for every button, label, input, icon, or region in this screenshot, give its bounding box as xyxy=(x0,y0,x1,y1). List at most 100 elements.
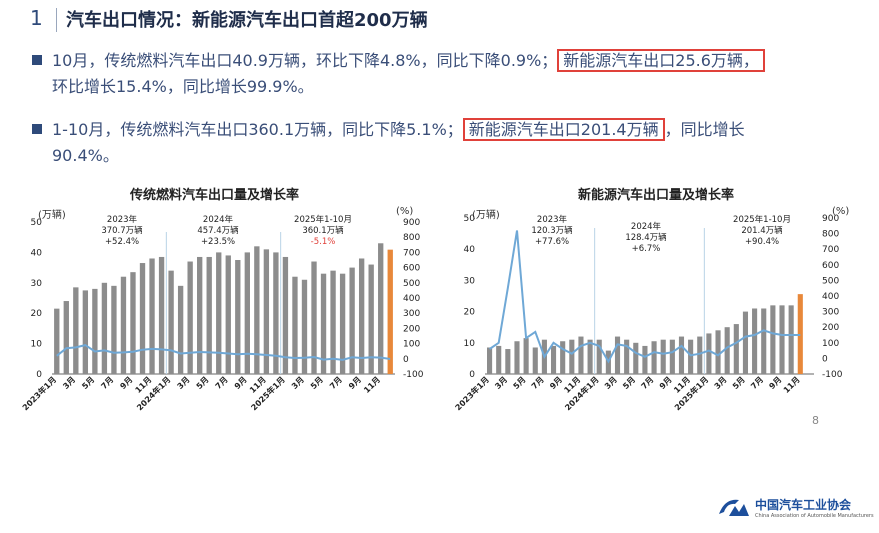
bar xyxy=(292,276,298,374)
period-annotation: 2023年 xyxy=(537,214,568,225)
bar xyxy=(282,256,289,374)
bar xyxy=(320,273,327,374)
period-annotation: 201.4万辆 xyxy=(741,225,783,236)
y2-tick-label: 700 xyxy=(403,248,420,258)
bar xyxy=(187,261,193,374)
x-tick-label: 7月 xyxy=(99,375,115,391)
x-tick-label: 7月 xyxy=(640,375,656,391)
bar xyxy=(578,336,584,374)
x-tick-label: 9月 xyxy=(233,375,249,391)
y-tick-label: 10 xyxy=(464,339,476,349)
bullet-2-post: ，同比增长 xyxy=(664,120,745,139)
bar xyxy=(514,341,520,374)
logo-text: 中国汽车工业协会 xyxy=(755,498,852,512)
bar xyxy=(197,256,203,374)
x-tick-label: 3月 xyxy=(61,375,77,391)
y2-tick-label: 700 xyxy=(822,245,839,255)
y2-tick-label: 600 xyxy=(822,261,839,271)
bar xyxy=(311,261,317,374)
x-tick-label: 3月 xyxy=(603,375,619,391)
bar xyxy=(678,336,685,374)
y-tick-label: 50 xyxy=(31,218,43,228)
y-tick-label: 20 xyxy=(31,309,43,319)
page-title: 汽车出口情况：新能源汽车出口首超200万辆 xyxy=(66,10,428,31)
bullet-1-highlight: 新能源汽车出口25.6万辆， xyxy=(557,49,765,72)
bar xyxy=(770,305,776,374)
bar xyxy=(733,324,739,374)
x-tick-label: 7月 xyxy=(214,375,230,391)
period-annotation: +6.7% xyxy=(632,244,661,254)
x-tick-label: 3月 xyxy=(493,375,509,391)
y2-tick-label: 600 xyxy=(403,264,420,274)
bar xyxy=(273,252,279,374)
bar xyxy=(378,243,384,374)
bar xyxy=(669,339,675,374)
period-annotation: +77.6% xyxy=(535,237,569,247)
bar xyxy=(82,290,89,374)
bar xyxy=(779,305,785,374)
period-annotation: 370.7万辆 xyxy=(101,225,143,236)
y2-tick-label: 200 xyxy=(822,323,839,333)
bar xyxy=(697,336,703,374)
y2-tick-label: 100 xyxy=(822,339,839,349)
period-annotation: 360.1万辆 xyxy=(302,225,344,236)
bar xyxy=(244,252,250,374)
bar xyxy=(550,345,557,374)
bar xyxy=(177,285,184,374)
bar xyxy=(724,327,730,374)
bar xyxy=(614,336,621,374)
x-tick-label: 5月 xyxy=(731,375,747,391)
y-tick-label: 0 xyxy=(469,370,475,380)
bar xyxy=(54,308,60,374)
period-annotation: 2024年 xyxy=(203,214,234,225)
bar xyxy=(339,273,346,374)
chart-1-right-unit: (%) xyxy=(396,206,414,217)
y2-tick-label: -100 xyxy=(822,370,843,380)
bar xyxy=(358,258,365,374)
x-tick-label: 3月 xyxy=(176,375,192,391)
bar xyxy=(263,249,270,374)
period-annotation: -5.1% xyxy=(311,237,336,247)
period-annotation: +52.4% xyxy=(105,237,139,247)
bar xyxy=(505,349,511,374)
x-tick-label: 2023年1月 xyxy=(453,374,491,412)
y2-tick-label: 200 xyxy=(403,324,420,334)
x-tick-label: 5月 xyxy=(512,375,528,391)
bar xyxy=(633,342,639,374)
period-annotation: 2025年1-10月 xyxy=(294,214,352,225)
x-tick-label: 11月 xyxy=(362,375,382,395)
y-tick-label: 0 xyxy=(36,370,42,380)
period-annotation: 2024年 xyxy=(631,221,662,232)
bar xyxy=(761,308,767,374)
x-tick-label: 3月 xyxy=(290,375,306,391)
bar xyxy=(301,279,308,374)
bullet-square-icon xyxy=(32,55,42,65)
bar xyxy=(225,255,231,374)
y2-tick-label: 900 xyxy=(403,218,420,228)
x-tick-label: 7月 xyxy=(530,375,546,391)
y2-tick-label: 300 xyxy=(403,309,420,319)
bar xyxy=(349,267,355,374)
y2-tick-label: 400 xyxy=(403,294,420,304)
x-tick-label: 7月 xyxy=(749,375,765,391)
chart-2-right-unit: (%) xyxy=(832,206,850,217)
chart-1-left-unit: (万辆) xyxy=(38,210,66,221)
bullet-2-line-1: 1-10月，传统燃料汽车出口360.1万辆，同比下降5.1%； 新能源汽车出口20… xyxy=(32,117,745,142)
bar xyxy=(111,285,117,374)
x-tick-label: 5月 xyxy=(80,375,96,391)
x-tick-label: 9月 xyxy=(347,375,363,391)
chart-2-title: 新能源汽车出口量及增长率 xyxy=(578,188,735,203)
period-annotation: 2025年1-10月 xyxy=(733,214,791,225)
x-tick-label: 5月 xyxy=(195,375,211,391)
chart-1-title: 传统燃料汽车出口量及增长率 xyxy=(130,188,300,203)
y2-tick-label: 0 xyxy=(403,355,409,365)
bar xyxy=(330,270,336,374)
caam-logo: 中国汽车工业协会 China Association of Automobile… xyxy=(717,494,874,524)
y2-tick-label: 900 xyxy=(822,214,839,224)
y-tick-label: 50 xyxy=(464,214,476,224)
bar xyxy=(569,339,575,374)
bar xyxy=(788,305,794,374)
bar xyxy=(715,330,721,374)
bullet-square-icon xyxy=(32,124,42,134)
header-divider xyxy=(56,8,57,32)
